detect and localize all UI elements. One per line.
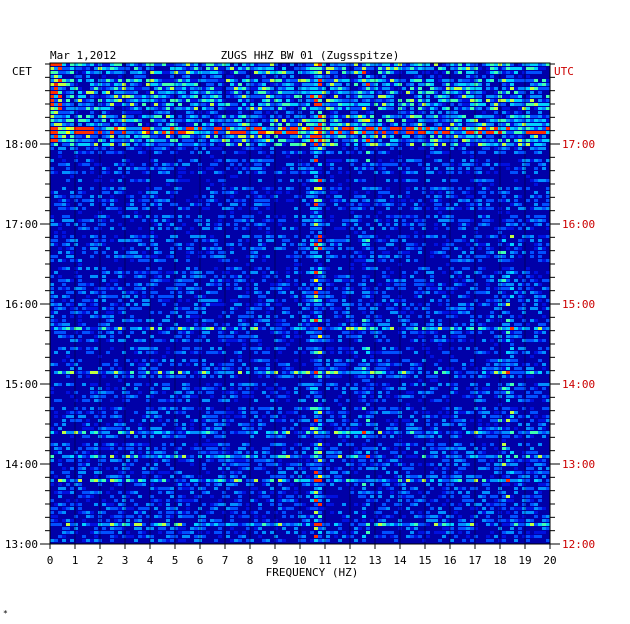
x-tick-label: 4 xyxy=(147,554,154,567)
x-tick-label: 5 xyxy=(172,554,179,567)
left-time-label: 13:00 xyxy=(5,538,38,551)
x-axis-label: FREQUENCY (HZ) xyxy=(266,566,359,579)
footer-mark: * xyxy=(3,609,8,618)
x-tick-label: 14 xyxy=(393,554,407,567)
left-time-label: 17:00 xyxy=(5,218,38,231)
left-time-label: 16:00 xyxy=(5,298,38,311)
left-timezone-label: CET xyxy=(12,65,32,78)
left-time-label: 18:00 xyxy=(5,138,38,151)
x-tick-label: 18 xyxy=(493,554,506,567)
x-tick-label: 10 xyxy=(293,554,306,567)
x-tick-label: 1 xyxy=(72,554,79,567)
x-tick-label: 2 xyxy=(97,554,104,567)
left-time-label: 15:00 xyxy=(5,378,38,391)
x-tick-label: 3 xyxy=(122,554,129,567)
x-tick-label: 12 xyxy=(343,554,356,567)
right-timezone-label: UTC xyxy=(554,65,574,78)
x-tick-label: 17 xyxy=(468,554,481,567)
chart-title: ZUGS HHZ BW 01 (Zugsspitze) xyxy=(221,49,400,62)
x-tick-label: 6 xyxy=(197,554,204,567)
x-tick-label: 8 xyxy=(247,554,254,567)
x-tick-label: 13 xyxy=(368,554,381,567)
right-time-label: 16:00 xyxy=(562,218,595,231)
x-tick-label: 15 xyxy=(418,554,431,567)
right-time-label: 15:00 xyxy=(562,298,595,311)
left-time-axis: 18:00 17:00 16:00 15:00 14:00 13:00 xyxy=(5,63,50,551)
x-axis: 0 1 2 3 4 5 6 7 8 9 10 11 12 13 14 15 16 17 18 19 20 xyxy=(47,544,557,567)
x-tick-label: 16 xyxy=(443,554,456,567)
left-time-label: 14:00 xyxy=(5,458,38,471)
x-tick-label: 19 xyxy=(518,554,531,567)
right-time-label: 14:00 xyxy=(562,378,595,391)
right-time-axis: 17:00 16:00 15:00 14:00 13:00 12:00 xyxy=(550,63,595,551)
right-time-label: 12:00 xyxy=(562,538,595,551)
x-tick-label: 9 xyxy=(272,554,279,567)
x-tick-label: 20 xyxy=(543,554,556,567)
right-time-label: 13:00 xyxy=(562,458,595,471)
x-tick-label: 11 xyxy=(318,554,331,567)
x-tick-label: 0 xyxy=(47,554,54,567)
chart-date: Mar 1,2012 xyxy=(50,49,116,62)
spectrogram-grid xyxy=(74,63,526,544)
x-tick-label: 7 xyxy=(222,554,229,567)
right-time-label: 17:00 xyxy=(562,138,595,151)
